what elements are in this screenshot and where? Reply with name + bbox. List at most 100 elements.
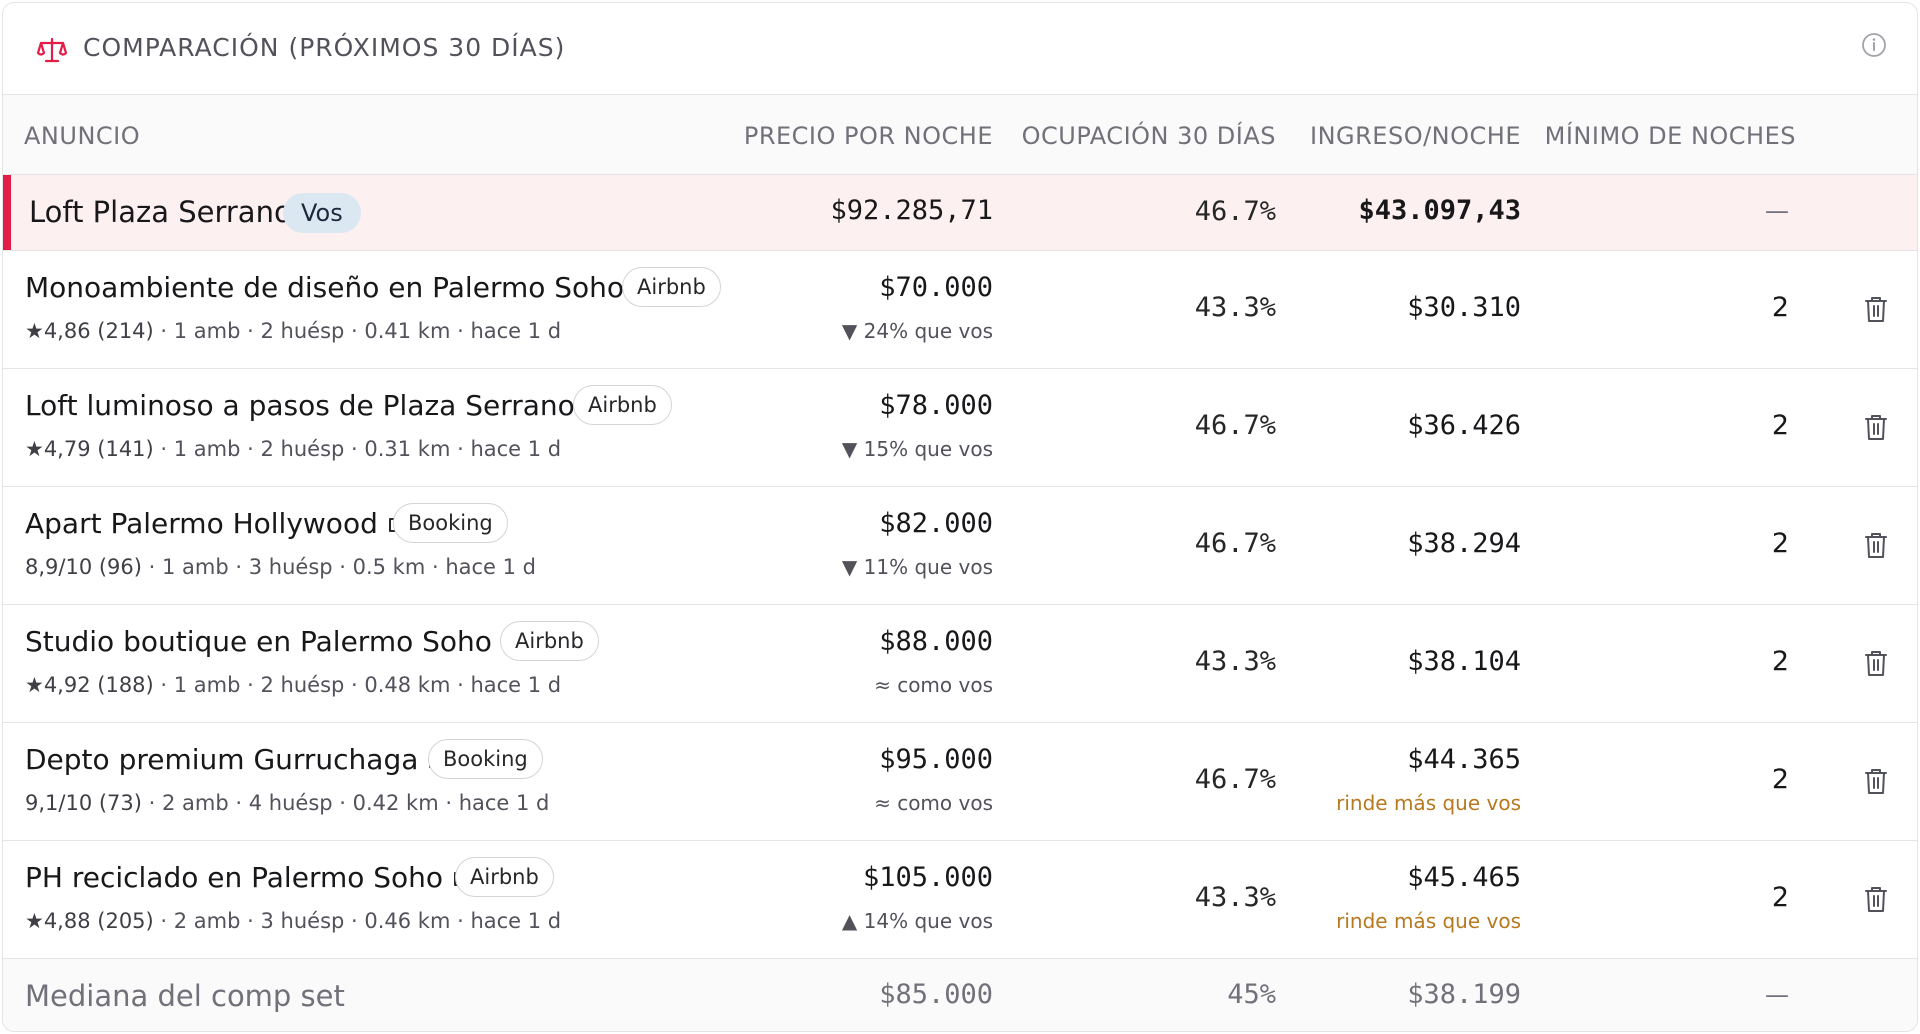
platform-badge: Airbnb xyxy=(500,621,599,661)
revenue: $44.365 xyxy=(1407,744,1521,775)
revenue-note: rinde más que vos xyxy=(1336,909,1521,933)
platform-badge: Booking xyxy=(393,503,508,543)
your-listing-name: Loft Plaza Serrano xyxy=(29,195,292,229)
trash-icon[interactable] xyxy=(1864,295,1888,323)
rating: ★4,92 (188) xyxy=(25,673,154,697)
listing-name[interactable]: Depto premium Gurruchaga xyxy=(25,743,448,776)
table-row: PH reciclado en Palermo Soho Airbnb ★4,8… xyxy=(3,841,1917,959)
revenue: $38.294 xyxy=(1407,528,1521,559)
trash-icon[interactable] xyxy=(1864,413,1888,441)
median-price: $85.000 xyxy=(879,979,993,1010)
col-price: PRECIO POR NOCHE xyxy=(743,122,993,150)
median-label: Mediana del comp set xyxy=(25,979,345,1013)
listing-name[interactable]: Apart Palermo Hollywood xyxy=(25,507,408,540)
your-listing-row: Loft Plaza Serrano Vos $92.285,71 46.7% … xyxy=(3,175,1917,251)
card-title: COMPARACIÓN (PRÓXIMOS 30 DÍAS) xyxy=(83,33,566,62)
min-nights: 2 xyxy=(1771,292,1789,323)
your-revenue: $43.097,43 xyxy=(1358,195,1521,226)
you-badge: Vos xyxy=(283,193,361,233)
listing-meta: ★4,88 (205) · 2 amb · 3 huésp · 0.46 km … xyxy=(25,909,561,933)
occupancy: 43.3% xyxy=(1194,646,1276,677)
listing-meta: ★4,86 (214) · 1 amb · 2 huésp · 0.41 km … xyxy=(25,319,561,343)
card-header: COMPARACIÓN (PRÓXIMOS 30 DÍAS) xyxy=(3,3,1917,95)
price-delta: ▼ 15% que vos xyxy=(841,437,993,461)
listing-name[interactable]: Studio boutique en Palermo Soho xyxy=(25,625,522,658)
price: $70.000 xyxy=(879,272,993,303)
col-listing: ANUNCIO xyxy=(24,122,141,150)
table-row: Apart Palermo Hollywood Booking 8,9/10 (… xyxy=(3,487,1917,605)
revenue: $38.104 xyxy=(1407,646,1521,677)
occupancy: 43.3% xyxy=(1194,292,1276,323)
your-price: $92.285,71 xyxy=(830,195,993,226)
table-row: Studio boutique en Palermo Soho Airbnb ★… xyxy=(3,605,1917,723)
price-delta: ▲ 14% que vos xyxy=(841,909,993,933)
revenue-note: rinde más que vos xyxy=(1336,791,1521,815)
table-row: Monoambiente de diseño en Palermo Soho A… xyxy=(3,251,1917,369)
platform-badge: Airbnb xyxy=(573,385,672,425)
col-occupancy: OCUPACIÓN 30 DÍAS xyxy=(1021,122,1276,150)
listing-details: · 1 amb · 2 huésp · 0.31 km · hace 1 d xyxy=(160,437,562,461)
min-nights: 2 xyxy=(1771,410,1789,441)
price-delta: ≈ como vos xyxy=(874,673,993,697)
price-delta: ▼ 11% que vos xyxy=(841,555,993,579)
median-occupancy: 45% xyxy=(1227,979,1276,1010)
median-revenue: $38.199 xyxy=(1407,979,1521,1010)
listing-meta: ★4,92 (188) · 1 amb · 2 huésp · 0.48 km … xyxy=(25,673,561,697)
platform-badge: Airbnb xyxy=(455,857,554,897)
listing-details: · 1 amb · 3 huésp · 0.5 km · hace 1 d xyxy=(148,555,537,579)
listing-name[interactable]: Loft luminoso a pasos de Plaza Serrano xyxy=(25,389,605,422)
table-row: Depto premium Gurruchaga Booking 9,1/10 … xyxy=(3,723,1917,841)
col-min-nights: MÍNIMO DE NOCHES xyxy=(1544,122,1796,150)
revenue: $30.310 xyxy=(1407,292,1521,323)
col-revenue: INGRESO/NOCHE xyxy=(1310,122,1521,150)
trash-icon[interactable] xyxy=(1864,531,1888,559)
listing-details: · 1 amb · 2 huésp · 0.48 km · hace 1 d xyxy=(160,673,562,697)
your-occupancy: 46.7% xyxy=(1194,196,1276,227)
your-min-nights: — xyxy=(1765,197,1789,225)
occupancy: 46.7% xyxy=(1194,764,1276,795)
revenue: $36.426 xyxy=(1407,410,1521,441)
info-icon[interactable] xyxy=(1861,32,1887,58)
price: $82.000 xyxy=(879,508,993,539)
price: $105.000 xyxy=(862,862,993,893)
price: $88.000 xyxy=(879,626,993,657)
median-min-nights: — xyxy=(1765,981,1789,1009)
rating: ★4,79 (141) xyxy=(25,437,154,461)
table-row: Loft luminoso a pasos de Plaza Serrano A… xyxy=(3,369,1917,487)
your-listing-accent-bar xyxy=(3,175,11,250)
trash-icon[interactable] xyxy=(1864,767,1888,795)
occupancy: 46.7% xyxy=(1194,528,1276,559)
listing-meta: 9,1/10 (73) · 2 amb · 4 huésp · 0.42 km … xyxy=(25,791,549,815)
median-row: Mediana del comp set $85.000 45% $38.199… xyxy=(3,959,1917,1031)
price: $78.000 xyxy=(879,390,993,421)
price: $95.000 xyxy=(879,744,993,775)
min-nights: 2 xyxy=(1771,764,1789,795)
trash-icon[interactable] xyxy=(1864,649,1888,677)
listing-meta: ★4,79 (141) · 1 amb · 2 huésp · 0.31 km … xyxy=(25,437,561,461)
min-nights: 2 xyxy=(1771,528,1789,559)
occupancy: 43.3% xyxy=(1194,882,1276,913)
listing-details: · 1 amb · 2 huésp · 0.41 km · hace 1 d xyxy=(160,319,562,343)
table-header: ANUNCIO PRECIO POR NOCHE OCUPACIÓN 30 DÍ… xyxy=(3,95,1917,175)
rating: ★4,86 (214) xyxy=(25,319,154,343)
rating: 9,1/10 (73) xyxy=(25,791,142,815)
rating: 8,9/10 (96) xyxy=(25,555,142,579)
platform-badge: Airbnb xyxy=(622,267,721,307)
trash-icon[interactable] xyxy=(1864,885,1888,913)
listing-name[interactable]: Monoambiente de diseño en Palermo Soho xyxy=(25,271,654,304)
revenue: $45.465 xyxy=(1407,862,1521,893)
scale-icon xyxy=(37,37,67,63)
rating: ★4,88 (205) xyxy=(25,909,154,933)
listing-meta: 8,9/10 (96) · 1 amb · 3 huésp · 0.5 km ·… xyxy=(25,555,536,579)
price-delta: ▼ 24% que vos xyxy=(841,319,993,343)
min-nights: 2 xyxy=(1771,646,1789,677)
price-delta: ≈ como vos xyxy=(874,791,993,815)
listing-name[interactable]: PH reciclado en Palermo Soho xyxy=(25,861,473,894)
occupancy: 46.7% xyxy=(1194,410,1276,441)
listing-details: · 2 amb · 4 huésp · 0.42 km · hace 1 d xyxy=(148,791,550,815)
listing-details: · 2 amb · 3 huésp · 0.46 km · hace 1 d xyxy=(160,909,562,933)
platform-badge: Booking xyxy=(428,739,543,779)
min-nights: 2 xyxy=(1771,882,1789,913)
